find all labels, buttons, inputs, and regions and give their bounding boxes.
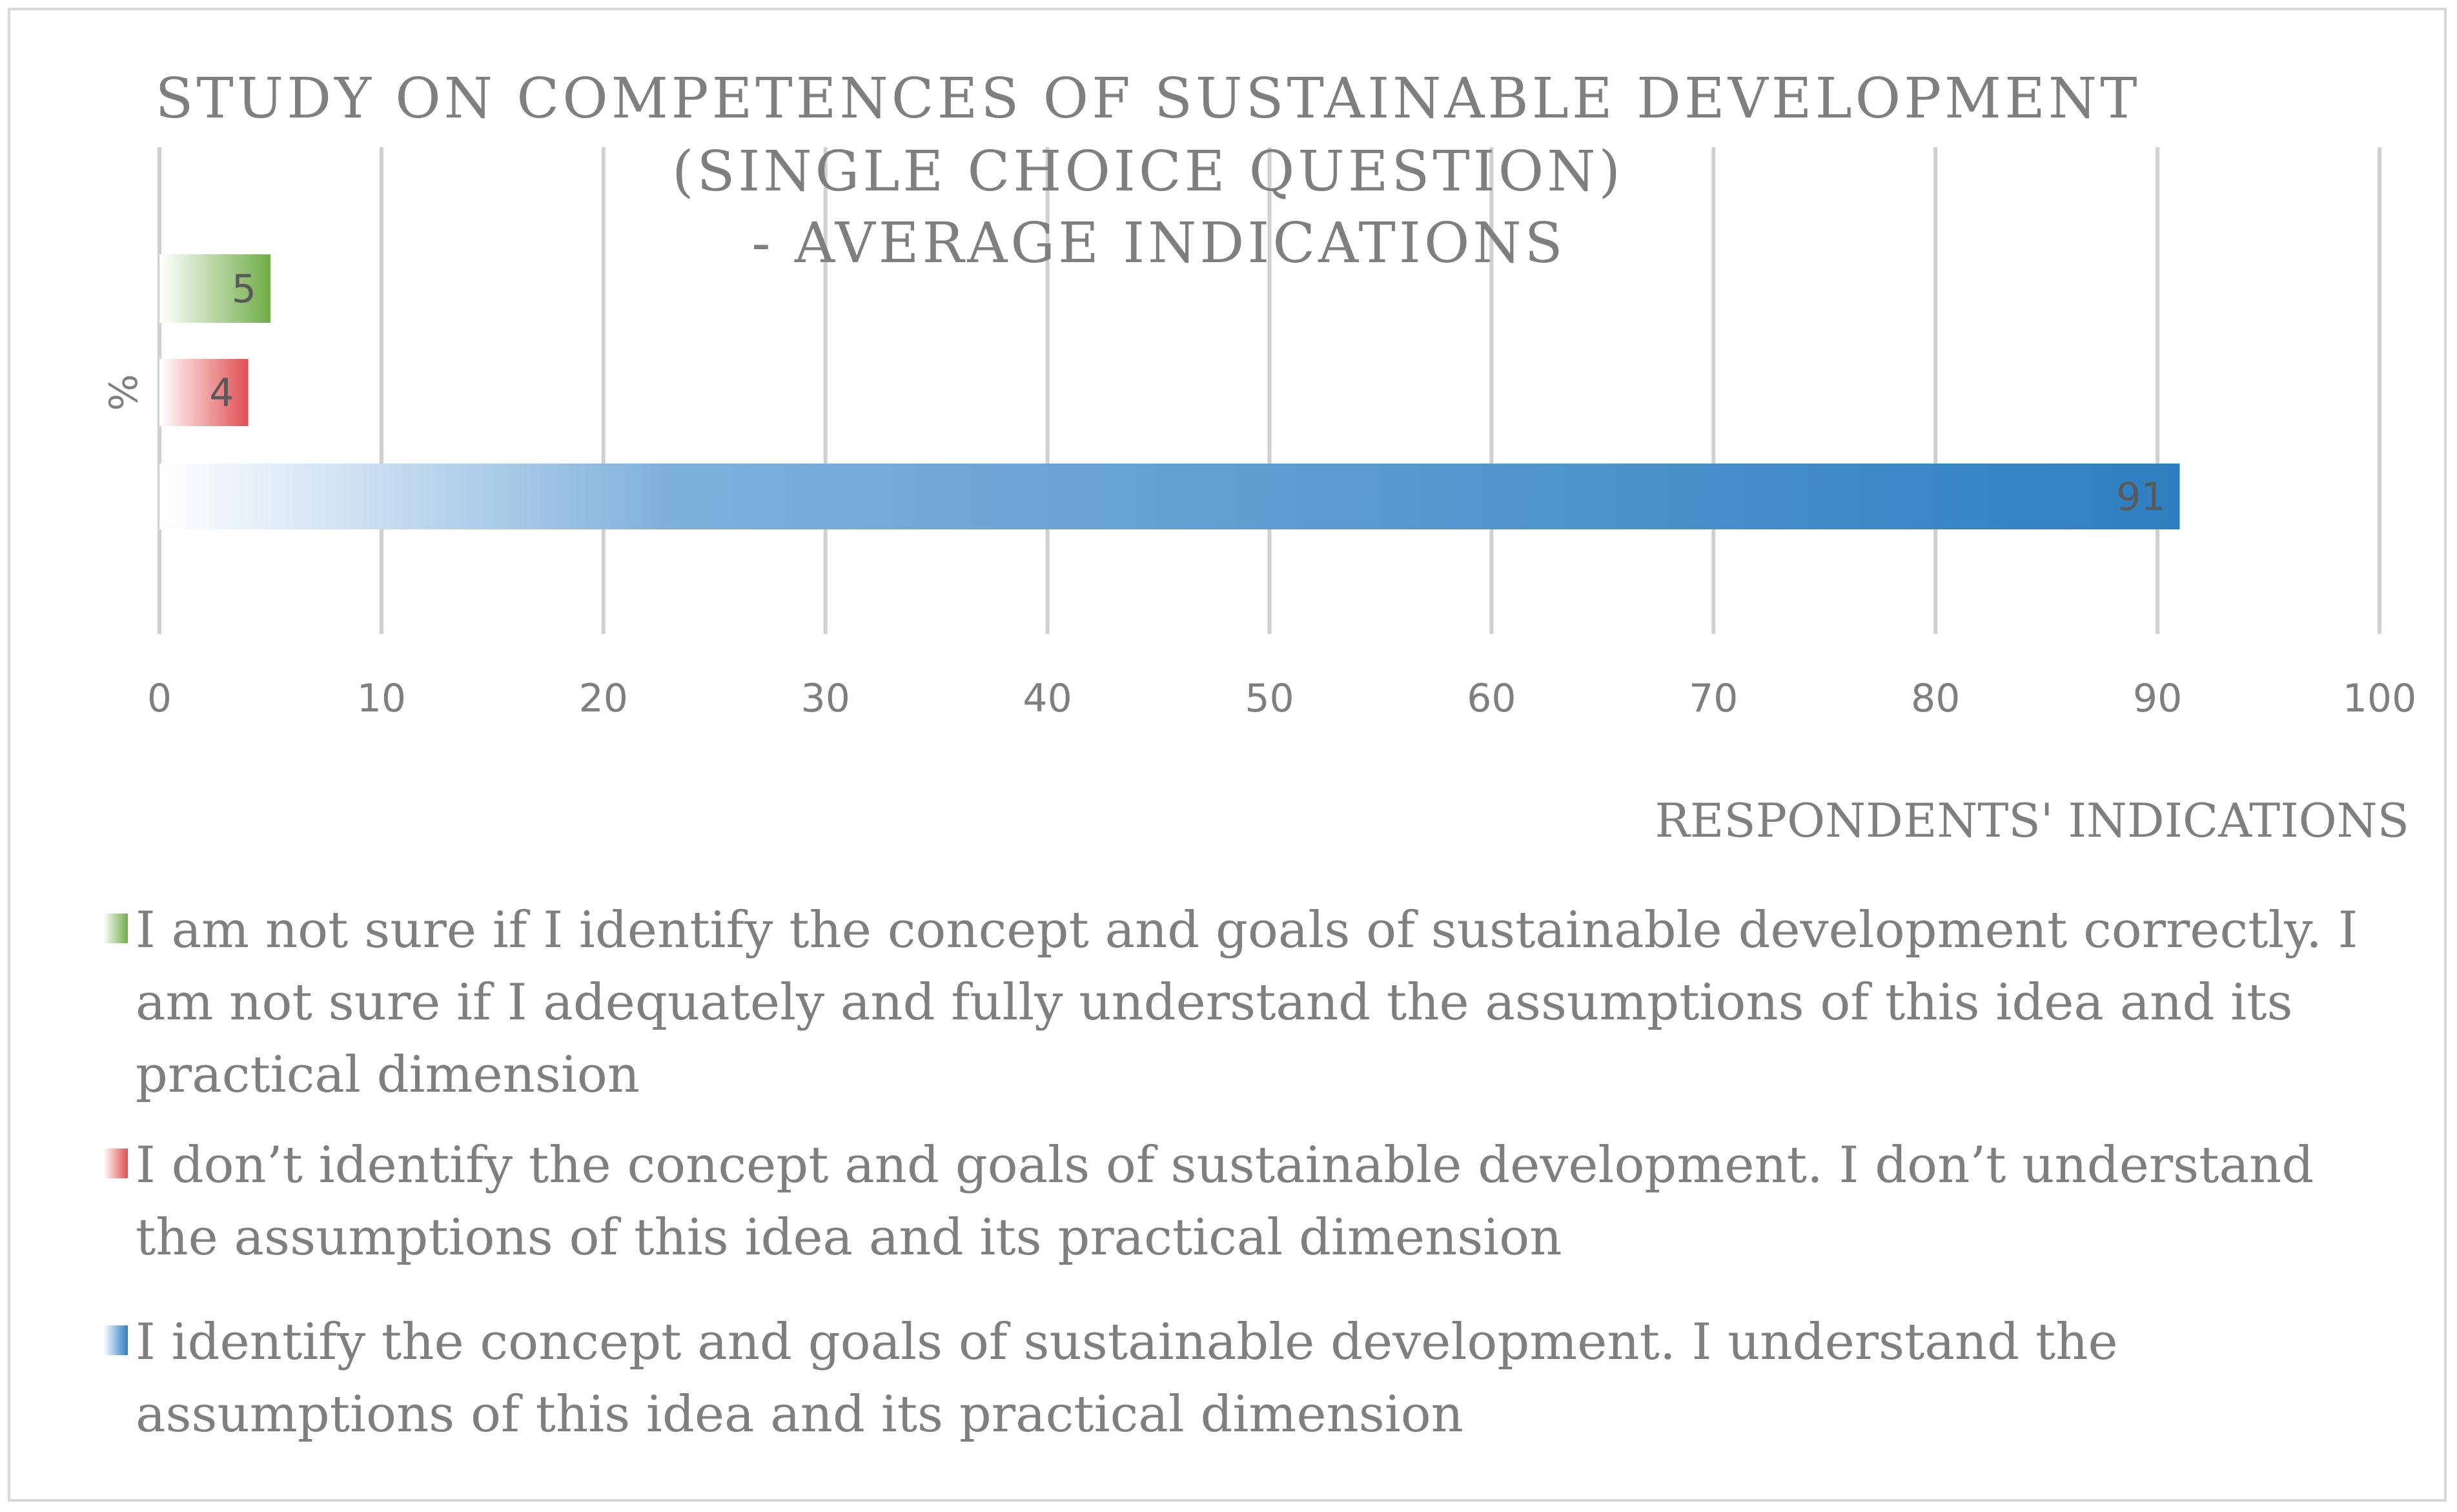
legend-item-unsure: I am not sure if I identify the concept … xyxy=(103,894,2401,1111)
chart-frame xyxy=(8,8,2447,1502)
gridlines xyxy=(158,147,2381,634)
x-tick-label: 90 xyxy=(2133,676,2182,721)
x-tick-label: 30 xyxy=(801,676,850,721)
legend: I am not sure if I identify the concept … xyxy=(103,894,2401,1469)
legend-item-identify: I identify the concept and goals of sust… xyxy=(103,1306,2401,1451)
legend-swatch-red xyxy=(103,1149,128,1178)
x-axis-ticks: 0 10 20 30 40 50 60 70 80 90 100 xyxy=(147,676,2416,721)
data-labels: 5 4 91 xyxy=(209,267,2165,520)
legend-swatch-blue xyxy=(103,1325,128,1355)
x-tick-label: 60 xyxy=(1467,676,1516,721)
legend-label-unsure: I am not sure if I identify the concept … xyxy=(136,901,2358,1104)
y-axis-label: % xyxy=(101,374,147,411)
x-tick-label: 40 xyxy=(1023,676,1072,721)
bar-value-label-0: 5 xyxy=(232,267,256,312)
bar-value-label-2: 91 xyxy=(2116,475,2165,520)
x-tick-label: 70 xyxy=(1689,676,1738,721)
legend-label-identify: I identify the concept and goals of sust… xyxy=(136,1313,2118,1444)
legend-item-dont-identify: I don’t identify the concept and goals o… xyxy=(103,1129,2401,1274)
x-tick-label: 80 xyxy=(1911,676,1960,721)
chart-title-line-3: - AVERAGE INDICATIONS xyxy=(751,211,1565,276)
x-tick-label: 0 xyxy=(147,676,172,721)
chart-title: STUDY ON COMPETENCES OF SUSTAINABLE DEVE… xyxy=(155,66,2140,276)
bar-1 xyxy=(159,359,249,426)
x-tick-label: 10 xyxy=(357,676,406,721)
x-tick-label: 50 xyxy=(1245,676,1294,721)
legend-label-dont-identify: I don’t identify the concept and goals o… xyxy=(136,1136,2314,1267)
bars xyxy=(159,254,2180,529)
x-axis-title: RESPONDENTS' INDICATIONS xyxy=(1655,793,2409,848)
x-tick-label: 20 xyxy=(579,676,628,721)
bar-value-label-1: 4 xyxy=(209,371,234,416)
bar-2 xyxy=(159,464,2180,529)
chart-title-line-1: STUDY ON COMPETENCES OF SUSTAINABLE DEVE… xyxy=(155,66,2140,131)
legend-swatch-green xyxy=(103,914,128,943)
x-tick-label: 100 xyxy=(2343,676,2417,721)
bar-0 xyxy=(159,254,270,323)
chart-title-line-2: (SINGLE CHOICE QUESTION) xyxy=(672,139,1624,204)
